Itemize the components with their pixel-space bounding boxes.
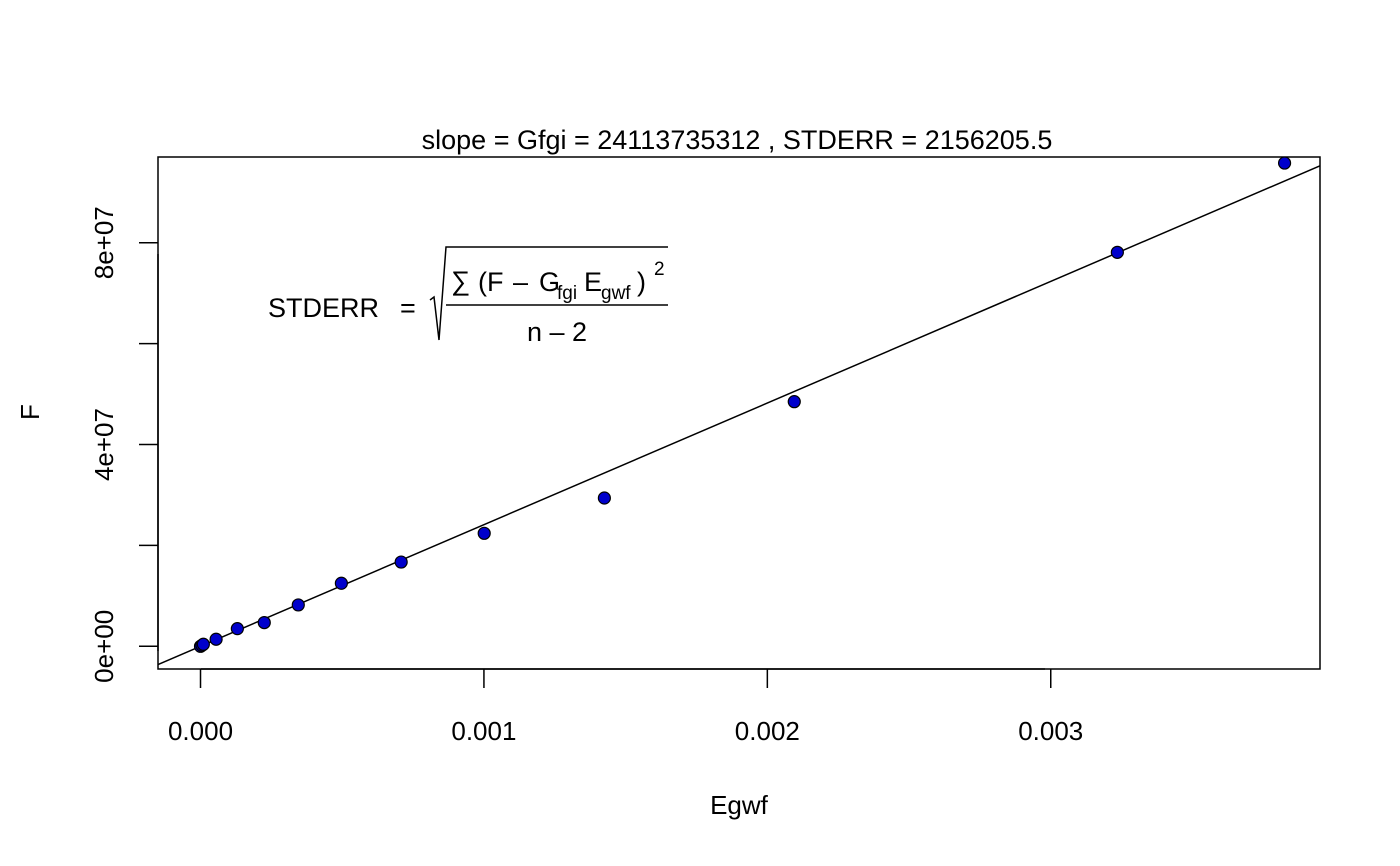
formula-power: 2 — [654, 259, 665, 280]
data-point — [394, 555, 408, 569]
data-point — [1110, 245, 1124, 259]
formula-g-sub: fgi — [557, 283, 577, 304]
formula-open: (F — [478, 267, 503, 297]
y-tick-label: 0e+00 — [89, 610, 119, 683]
data-point — [477, 526, 491, 540]
formula-radical — [429, 246, 668, 341]
x-tick-label: 0.001 — [451, 716, 516, 746]
data-point — [334, 576, 348, 590]
x-ticks: 0.000 0.001 0.002 0.003 — [168, 669, 1083, 746]
data-point — [291, 598, 305, 612]
x-axis: 0.000 0.001 0.002 0.003 — [168, 668, 1083, 746]
data-point — [209, 632, 223, 646]
fit-line — [158, 165, 1320, 666]
formula-equals: = — [400, 293, 416, 323]
y-ticks: 0e+00 4e+07 8e+07 — [89, 206, 158, 683]
stderr-formula: STDERR = ∑ (F – G fgi E gwf ) 2 n – 2 — [268, 246, 668, 347]
formula-lhs: STDERR — [268, 293, 379, 323]
data-point — [597, 491, 611, 505]
data-point — [257, 615, 271, 630]
y-tick-label: 8e+07 — [89, 206, 119, 279]
y-tick-label: 4e+07 — [89, 408, 119, 481]
formula-e: E — [584, 267, 602, 297]
y-axis: 0e+00 4e+07 8e+07 — [89, 206, 159, 683]
plot-frame — [157, 156, 1321, 670]
x-tick-label: 0.002 — [735, 716, 800, 746]
formula-e-sub: gwf — [601, 283, 631, 304]
formula-g: G — [539, 267, 560, 297]
formula-sum: ∑ — [451, 266, 470, 296]
data-point — [230, 622, 244, 636]
data-point — [1277, 156, 1292, 170]
data-point — [787, 395, 801, 409]
x-tick-label: 0.000 — [168, 716, 233, 746]
formula-denominator: n – 2 — [527, 317, 587, 347]
chart-title: slope = Gfgi = 24113735312 , STDERR = 21… — [422, 125, 1053, 155]
formula-close: ) — [637, 267, 646, 297]
formula-minus: – — [513, 267, 528, 297]
data-point — [196, 637, 210, 651]
x-axis-title: Egwf — [710, 790, 769, 820]
data-points — [193, 156, 1292, 653]
y-axis-title: F — [15, 404, 45, 420]
x-tick-label: 0.003 — [1018, 716, 1083, 746]
